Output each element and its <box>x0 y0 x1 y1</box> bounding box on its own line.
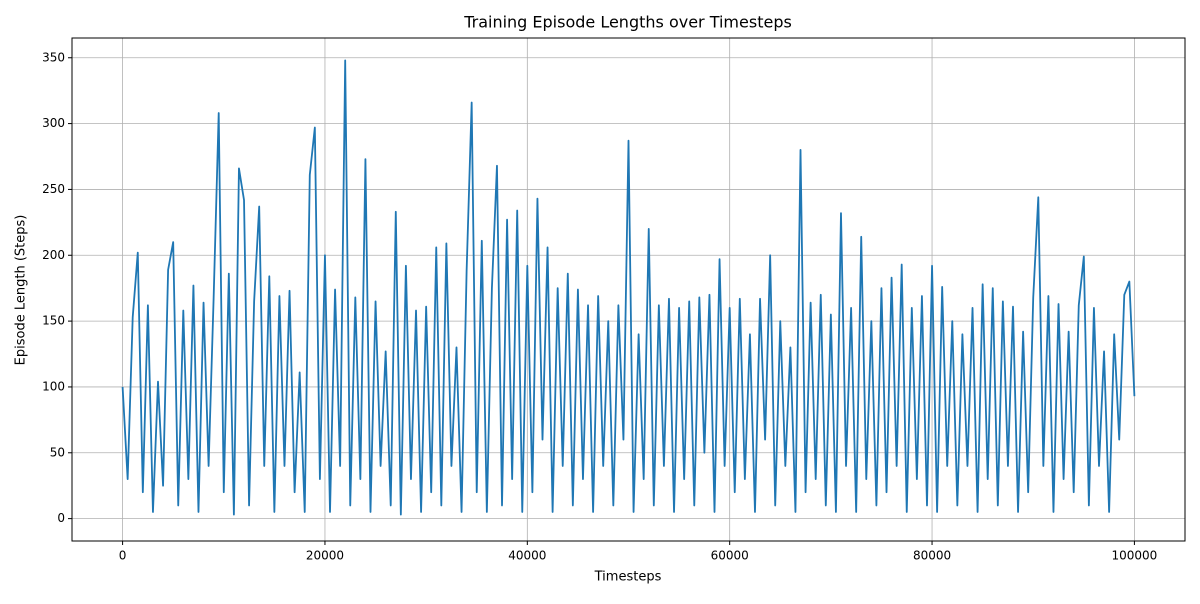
y-tick-label: 100 <box>42 379 65 393</box>
x-axis-label: Timesteps <box>594 570 662 585</box>
y-axis-label: Episode Length (Steps) <box>14 215 29 366</box>
data-line <box>121 59 1136 516</box>
x-tick-label: 0 <box>119 549 127 563</box>
y-tick-label: 150 <box>42 314 65 328</box>
plot-frame <box>71 37 1186 542</box>
x-tick-label: 20000 <box>306 549 344 563</box>
x-tick-label: 100000 <box>1112 549 1158 563</box>
y-tick-label: 300 <box>42 116 65 130</box>
x-tick-label: 40000 <box>508 549 546 563</box>
y-tick-label: 0 <box>57 511 65 525</box>
chart-title: Training Episode Lengths over Timesteps <box>463 13 792 32</box>
x-tick-label: 60000 <box>711 549 749 563</box>
y-tick-label: 350 <box>42 50 65 64</box>
x-tick-label: 80000 <box>913 549 951 563</box>
y-tick-label: 250 <box>42 182 65 196</box>
y-tick-label: 200 <box>42 248 65 262</box>
y-tick-label: 50 <box>50 445 65 459</box>
